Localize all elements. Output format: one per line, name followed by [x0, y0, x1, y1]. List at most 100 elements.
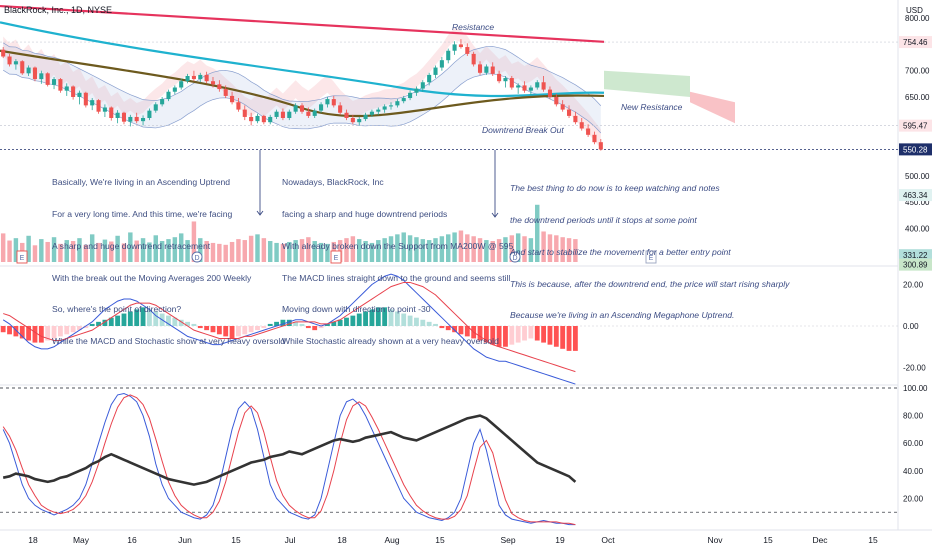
candle-body: [554, 96, 559, 105]
candle-body: [147, 110, 152, 118]
price-badge-label: 331.22: [903, 251, 928, 260]
price-badge: [899, 189, 932, 202]
macd-tick-label: -20.00: [903, 363, 926, 372]
macd-histogram-bar: [19, 326, 25, 339]
candle-body: [414, 88, 419, 93]
price-badge: [899, 119, 932, 132]
macd-histogram-bar: [382, 307, 388, 326]
volume-bar: [134, 240, 139, 262]
candle-body: [535, 82, 540, 88]
volume-bar: [566, 238, 572, 262]
macd-histogram-bar: [280, 319, 286, 326]
candle-body: [274, 111, 279, 117]
volume-bar: [528, 238, 534, 262]
candle-body: [141, 117, 146, 122]
volume-bar: [344, 238, 349, 262]
volume-bar: [299, 239, 305, 262]
candle-body: [312, 110, 317, 116]
bollinger-lower: [2, 69, 602, 134]
future-cloud-red: [690, 91, 735, 124]
volume-bar: [439, 236, 445, 262]
macd-histogram-bar: [426, 321, 432, 326]
volume-bar: [452, 232, 457, 262]
candle-body: [32, 67, 38, 80]
note-2-line-2: facing a sharp and huge downtrend period…: [282, 208, 448, 219]
time-tick-label: Jul: [285, 535, 296, 545]
stoch-tick-label: 80.00: [903, 412, 924, 421]
candle-body: [128, 116, 133, 122]
price-badge-label: 754.46: [903, 38, 928, 47]
macd-histogram-bar: [572, 326, 578, 351]
candle-body: [484, 66, 489, 73]
volume-bar: [503, 237, 508, 262]
macd-histogram-bar: [274, 321, 279, 326]
candle-body: [509, 78, 514, 88]
candle-body: [338, 105, 343, 113]
candle-body: [516, 85, 521, 88]
time-tick-label: 18: [337, 535, 347, 545]
macd-histogram-bar: [566, 326, 572, 351]
macd-histogram-bar: [350, 315, 356, 326]
volume-bar: [58, 243, 63, 262]
currency-label: USD: [906, 6, 923, 15]
candle-body: [268, 116, 273, 123]
arrow-head: [491, 212, 499, 218]
note-2-line-3: With already broken down the Support fro…: [282, 240, 514, 251]
macd-histogram-bar: [305, 326, 311, 329]
volume-bar: [140, 238, 146, 262]
note-2-line-5: Moving down with direction to point -30: [282, 304, 431, 315]
macd-histogram-bar: [108, 317, 114, 326]
volume-bar: [446, 234, 451, 262]
price-tick-label: 800.00: [905, 14, 930, 23]
earnings-marker: [645, 250, 657, 264]
macd-histogram-bar: [26, 326, 32, 341]
note-1-line-6: While the MACD and Stochastic show at ve…: [52, 336, 286, 347]
candle-body: [210, 81, 216, 85]
stoch-tick-label: 20.00: [903, 494, 924, 503]
candle-body: [134, 116, 139, 122]
time-tick-label: 18: [28, 535, 38, 545]
candle-body: [179, 81, 184, 88]
resistance-line: [0, 4, 605, 43]
macd-histogram-bar: [344, 317, 349, 326]
candle-body: [71, 86, 76, 97]
volume-bar: [369, 242, 375, 262]
dividend-marker: [509, 251, 521, 263]
volume-bar: [496, 239, 502, 262]
note-1-line-3: A sharp and huge downtrend retracement: [52, 240, 211, 251]
volume-bar: [0, 233, 6, 262]
candle-body: [452, 44, 457, 51]
event-marker-label: E: [649, 255, 654, 262]
macd-histogram-bar: [299, 323, 305, 326]
price-tick-label: 450.00: [905, 198, 930, 207]
candle-body: [13, 61, 18, 65]
macd-histogram-bar: [547, 326, 553, 345]
candle-body: [477, 64, 483, 73]
stoch-tick-label: 40.00: [903, 467, 924, 476]
macd-histogram-bar: [528, 326, 534, 339]
macd-histogram-bar: [375, 307, 381, 326]
note-2-line-4: The MACD lines straight down to the grou…: [282, 272, 511, 283]
macd-histogram-bar: [363, 311, 368, 326]
candle-body: [420, 82, 425, 89]
candle-body: [230, 95, 235, 103]
macd-histogram-bar: [236, 326, 241, 337]
rsi-line: [2, 414, 577, 486]
macd-histogram-bar: [140, 307, 146, 326]
candle-body: [566, 109, 572, 116]
volume-bar: [541, 231, 546, 262]
volume-bar: [388, 236, 394, 262]
volume-bar: [293, 240, 298, 262]
time-tick-label: May: [73, 535, 90, 545]
volume-bar: [356, 239, 362, 262]
time-tick-label: 15: [868, 535, 878, 545]
volume-bar: [280, 243, 286, 262]
candle-body: [369, 111, 374, 115]
volume-bar: [274, 242, 279, 262]
candle-body: [382, 106, 387, 110]
volume-bar: [426, 240, 432, 262]
volume-bar: [185, 240, 190, 262]
macd-histogram-bar: [38, 326, 44, 343]
earnings-marker: [16, 250, 28, 264]
